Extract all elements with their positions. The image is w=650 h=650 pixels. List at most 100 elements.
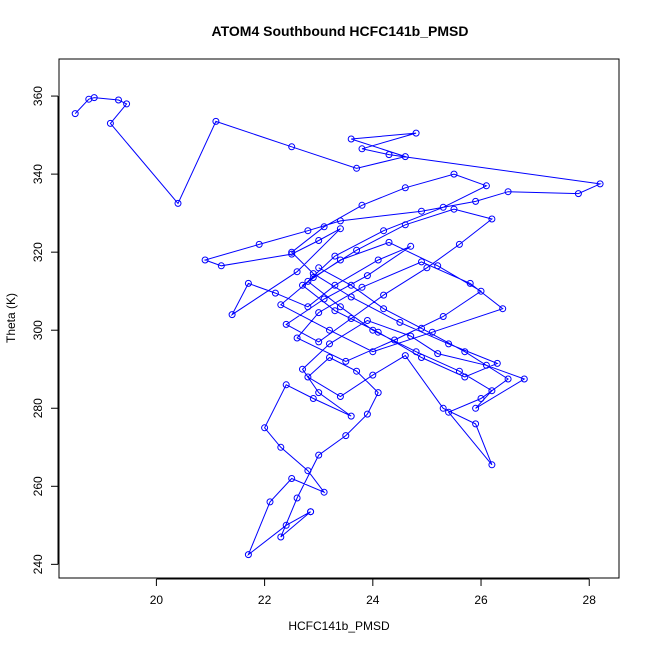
data-point <box>401 221 409 229</box>
data-point <box>336 393 344 400</box>
data-point <box>299 281 306 289</box>
data-point <box>307 508 315 516</box>
data-point <box>396 318 404 326</box>
data-point <box>201 256 209 264</box>
data-point <box>391 336 398 344</box>
data-point <box>331 307 339 315</box>
data-point <box>428 328 436 336</box>
x-tick-label: 22 <box>258 593 272 607</box>
data-point <box>520 375 528 383</box>
data-point <box>326 340 333 348</box>
y-tick-label: 320 <box>31 242 45 262</box>
chart-title: ATOM4 Southbound HCFC141b_PMSD <box>212 23 469 39</box>
y-tick-label: 240 <box>31 554 45 574</box>
data-point <box>418 324 425 332</box>
data-point <box>401 153 409 161</box>
data-point <box>282 320 290 328</box>
data-point <box>499 305 507 313</box>
data-point <box>418 207 425 215</box>
data-point <box>596 180 604 188</box>
x-tick-label: 20 <box>150 593 164 607</box>
y-tick-label: 340 <box>31 164 45 184</box>
data-point <box>315 264 323 272</box>
data-point <box>123 100 131 108</box>
data-point <box>380 305 388 313</box>
data-point <box>461 348 469 356</box>
data-point <box>342 432 350 440</box>
data-point <box>212 117 220 125</box>
data-point <box>304 227 312 235</box>
x-axis: 20 22 24 26 28 <box>150 578 596 607</box>
data-point <box>407 242 415 250</box>
data-point <box>445 408 453 416</box>
data-point <box>315 338 323 346</box>
x-tick-label: 24 <box>366 593 380 607</box>
data-point <box>244 551 252 559</box>
data-point <box>504 375 512 383</box>
data-point <box>574 190 582 198</box>
data-point <box>439 313 447 320</box>
data-point <box>336 217 344 225</box>
plot-area <box>58 58 620 579</box>
data-point <box>504 188 512 196</box>
data-point <box>299 365 306 373</box>
data-point <box>363 317 371 324</box>
data-point <box>380 227 388 235</box>
data-point <box>293 268 301 276</box>
data-point <box>326 354 333 361</box>
series-layer <box>71 94 604 559</box>
data-point <box>363 410 371 418</box>
data-point <box>255 240 263 248</box>
data-point <box>347 412 355 420</box>
data-point <box>482 182 490 190</box>
data-point <box>320 223 328 231</box>
data-point <box>304 467 312 475</box>
y-axis: 240 260 280 300 320 340 360 <box>31 86 59 574</box>
data-point <box>374 256 382 264</box>
data-point <box>353 246 361 254</box>
data-point <box>412 348 420 356</box>
data-point <box>326 326 333 334</box>
data-point <box>288 248 296 256</box>
data-point <box>315 237 323 244</box>
data-point <box>309 274 317 281</box>
data-point <box>320 488 328 496</box>
data-point <box>488 461 496 469</box>
data-point <box>174 199 182 207</box>
data-point <box>304 277 312 285</box>
data-point <box>488 387 496 395</box>
data-point <box>336 303 344 311</box>
series-line <box>74 97 602 557</box>
data-point <box>261 424 269 432</box>
data-point <box>482 361 490 369</box>
data-point <box>472 404 480 412</box>
data-point <box>336 256 344 264</box>
data-point <box>293 494 301 502</box>
data-point <box>455 367 463 375</box>
data-point <box>304 303 312 311</box>
data-point <box>271 289 279 297</box>
data-point <box>315 451 323 459</box>
data-point <box>342 357 350 365</box>
data-point <box>331 252 339 260</box>
data-point <box>266 498 274 506</box>
data-point <box>293 334 301 342</box>
y-tick-label: 280 <box>31 398 45 418</box>
data-point <box>380 291 388 299</box>
y-tick-label: 260 <box>31 476 45 496</box>
data-point <box>347 281 355 289</box>
data-point <box>439 203 447 211</box>
data-point <box>369 326 377 334</box>
data-point <box>288 475 296 482</box>
data-point <box>244 279 252 287</box>
data-point <box>309 395 317 402</box>
data-point <box>277 443 285 451</box>
data-point <box>304 373 312 381</box>
data-point <box>90 94 98 102</box>
data-point <box>277 301 285 309</box>
data-point <box>331 281 339 289</box>
data-point <box>450 205 458 213</box>
data-point <box>288 143 296 151</box>
data-point <box>115 96 122 104</box>
